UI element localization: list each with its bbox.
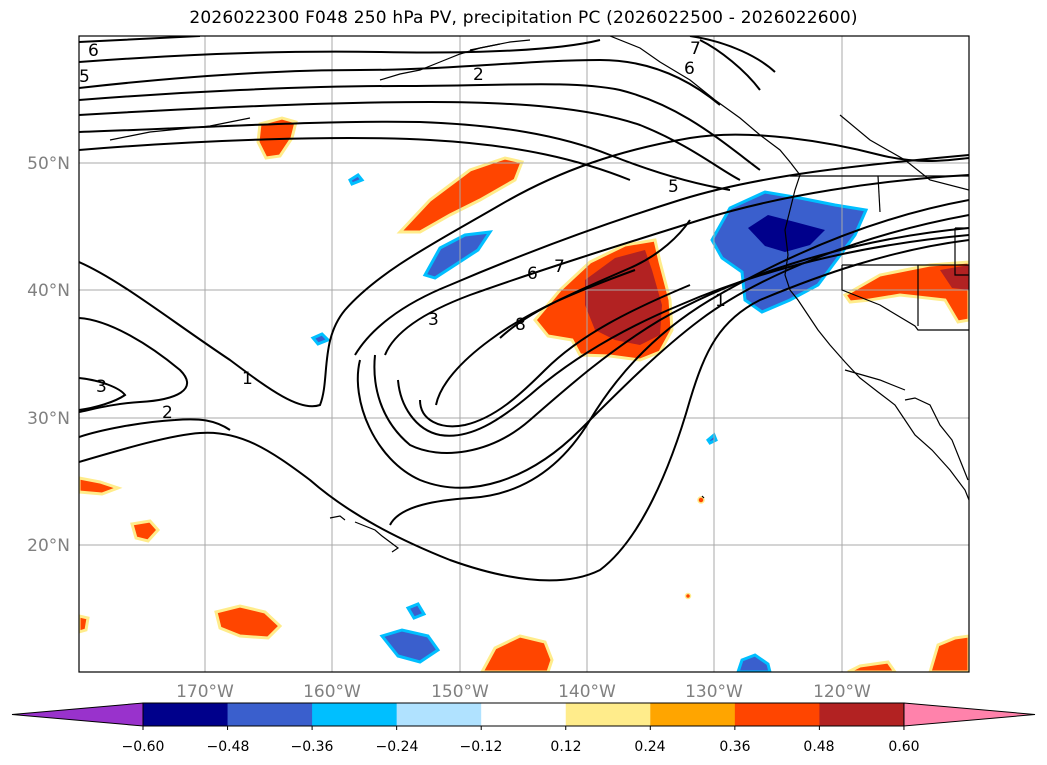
contour-label: 7 (554, 257, 565, 277)
colorbar-tick-label: 0.24 (634, 739, 665, 755)
latitude-labels: 50°N 40°N 30°N 20°N (27, 154, 70, 556)
precip-strong-area (940, 265, 969, 290)
contour-label: 2 (473, 65, 484, 85)
precip-negative-area (422, 230, 494, 280)
pv-contour-labels: 6 5 2 7 6 5 3 1 2 3 6 7 8 1 (79, 39, 726, 423)
colorbar-swatch (565, 703, 651, 726)
colorbar-extend-low (11, 702, 144, 727)
lat-label: 30°N (27, 409, 70, 429)
map-frame (78, 35, 970, 673)
precip-negative-area (405, 602, 427, 620)
colorbar-swatch (396, 703, 482, 726)
precip-positive-area (214, 604, 283, 640)
chart-title: 2026022300 F048 250 hPa PV, precipitatio… (189, 8, 858, 28)
precip-positive-area (928, 634, 969, 672)
colorbar-tick-label: −0.48 (207, 739, 250, 755)
precip-positive-area (480, 634, 554, 672)
colorbar-swatch (819, 703, 905, 726)
lon-label: 140°W (558, 682, 616, 702)
lon-label: 150°W (431, 682, 489, 702)
colorbar-tick-label: −0.24 (376, 739, 419, 755)
pv-contours (79, 36, 969, 582)
colorbar-swatch (481, 703, 567, 726)
colorbar-tick-label: −0.36 (291, 739, 334, 755)
colorbar-outline (142, 702, 905, 727)
precip-negative-area (310, 332, 331, 346)
precip-positive-area (847, 660, 897, 672)
contour-label: 1 (242, 369, 253, 389)
contour-label: 2 (162, 403, 173, 423)
contour-label: 3 (96, 377, 107, 397)
colorbar-tick-label: 0.60 (888, 739, 919, 755)
precip-positive-area (396, 156, 525, 234)
lat-label: 20°N (27, 536, 70, 556)
lat-label: 40°N (27, 281, 70, 301)
gridlines (79, 36, 969, 672)
precip-positive-dot (684, 592, 692, 600)
contour-label: 6 (527, 264, 538, 284)
contour-label: 8 (515, 315, 526, 335)
colorbar-labels: −0.60 −0.48 −0.36 −0.24 −0.12 0.12 0.24 … (122, 739, 920, 755)
contour-label: 1 (715, 291, 726, 311)
colorbar-swatch (312, 703, 398, 726)
lon-label: 170°W (176, 682, 234, 702)
colorbar-tick-label: 0.48 (803, 739, 834, 755)
lon-label: 160°W (303, 682, 361, 702)
contour-label: 6 (684, 59, 695, 79)
colorbar-swatch (143, 703, 229, 726)
precip-negative-area (736, 653, 772, 672)
colorbar-extend-high (903, 702, 1036, 727)
lat-label: 50°N (27, 154, 70, 174)
precip-negative-area (379, 628, 441, 664)
contour-label: 7 (690, 39, 701, 59)
colorbar-tick-label: −0.12 (460, 739, 503, 755)
lon-label: 120°W (813, 682, 871, 702)
precip-positive-area (256, 116, 298, 160)
contour-label: 3 (428, 310, 439, 330)
colorbar-tick-label: −0.60 (122, 739, 165, 755)
precip-negative-area (348, 173, 365, 186)
precip-positive-area (79, 614, 90, 634)
colorbar-swatch (734, 703, 820, 726)
precip-positive-area (130, 519, 161, 543)
colorbar-swatch (227, 703, 313, 726)
contour-label: 6 (88, 41, 99, 61)
colorbar-tick-label: 0.12 (550, 739, 581, 755)
precip-positive-area (842, 260, 969, 324)
precip-positive-dot (697, 496, 705, 504)
colorbar-tick-label: 0.36 (719, 739, 750, 755)
colorbar-swatch (650, 703, 736, 726)
contour-label: 5 (79, 67, 90, 87)
contour-label: 5 (668, 177, 679, 197)
precip-positive-area (79, 476, 123, 496)
lon-label: 130°W (685, 682, 743, 702)
precip-strong-negative-area (748, 215, 825, 252)
longitude-labels: 170°W 160°W 150°W 140°W 130°W 120°W (176, 682, 871, 702)
colorbar (11, 702, 1036, 730)
